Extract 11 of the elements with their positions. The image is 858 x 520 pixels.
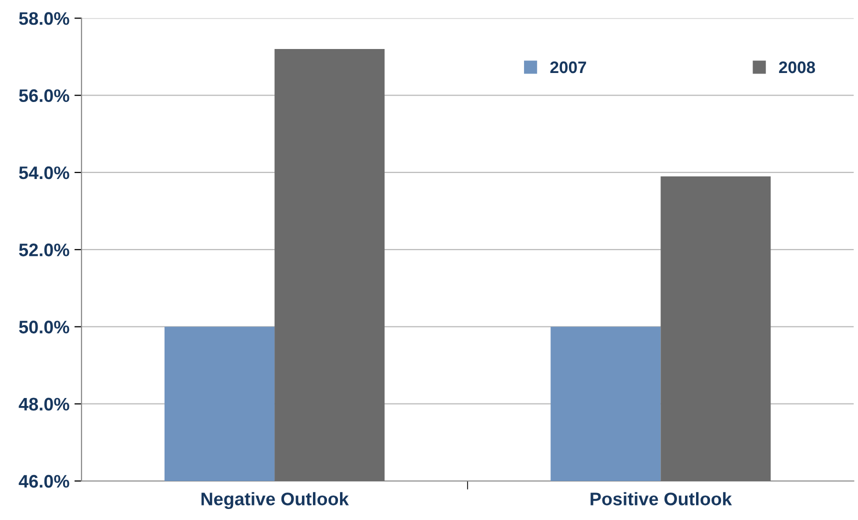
y-tick-label: 50.0% <box>19 320 70 334</box>
y-tick-label: 48.0% <box>18 398 70 411</box>
y-tick-label: 52.0% <box>19 244 70 256</box>
y-tick-label: 58.0% <box>19 12 70 25</box>
y-tick-label: 56.0% <box>19 89 70 102</box>
x-tick-label: Positive Outlook <box>590 492 732 506</box>
legend-label: 2007 <box>550 61 586 74</box>
y-tick-label: 54.0% <box>19 166 70 180</box>
legend-label: 2008 <box>779 61 816 74</box>
y-tick-label: 46.0% <box>18 474 70 488</box>
x-tick-label: Negative Outlook <box>202 492 349 510</box>
